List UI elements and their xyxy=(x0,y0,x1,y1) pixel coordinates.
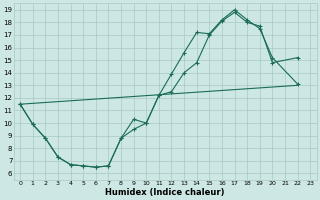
X-axis label: Humidex (Indice chaleur): Humidex (Indice chaleur) xyxy=(106,188,225,197)
